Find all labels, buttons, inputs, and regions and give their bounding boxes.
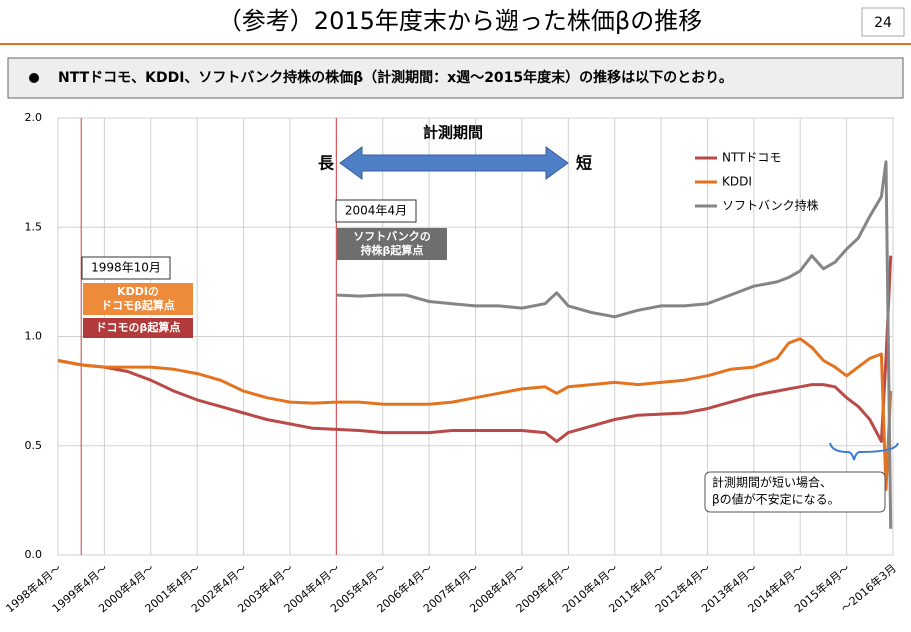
note-box xyxy=(83,283,193,315)
page-number: 24 xyxy=(874,15,892,31)
legend-label: ソフトバンク持株 xyxy=(722,198,819,213)
note-text: ソフトバンクの xyxy=(353,230,431,243)
note-text: ドコモβ起算点 xyxy=(101,298,175,312)
bullet-box xyxy=(7,57,904,99)
bullet-dot xyxy=(29,73,39,83)
date-box xyxy=(335,199,417,223)
short-label: 短 xyxy=(576,154,592,173)
y-tick-label: 0.0 xyxy=(25,548,43,561)
long-label: 長 xyxy=(318,154,335,173)
y-tick-label: 2.0 xyxy=(25,111,43,124)
y-tick-label: 0.5 xyxy=(25,439,43,452)
legend-label: KDDI xyxy=(722,175,752,189)
date-label: 1998年10月 xyxy=(91,261,161,275)
note-box xyxy=(704,471,886,513)
series-line xyxy=(57,255,893,443)
period-arrow xyxy=(339,146,569,180)
note-box xyxy=(337,228,447,260)
title: （参考）2015年度末から遡った株価βの推移 xyxy=(218,7,702,35)
note-text: 計測期間が短い場合、 xyxy=(712,475,832,490)
bullet-text: NTTドコモ、KDDI、ソフトバンク持株の株価β（計測期間：x週～2015年度末… xyxy=(58,69,733,86)
period-label: 計測期間 xyxy=(423,124,483,142)
date-box xyxy=(81,256,171,280)
note-box xyxy=(83,318,193,338)
note-text: 持株β起算点 xyxy=(361,243,424,257)
series-line xyxy=(336,160,893,529)
note-text: ドコモのβ起算点 xyxy=(96,320,181,334)
y-tick-label: 1.0 xyxy=(25,330,43,343)
legend-label: NTTドコモ xyxy=(722,151,781,165)
brace xyxy=(829,442,899,461)
y-tick-label: 1.5 xyxy=(25,220,43,233)
date-label: 2004年4月 xyxy=(345,204,407,218)
series-line xyxy=(57,337,893,491)
note-text: βの値が不安定になる。 xyxy=(712,492,840,507)
page-box xyxy=(861,7,905,37)
note-text: KDDIの xyxy=(117,285,159,298)
